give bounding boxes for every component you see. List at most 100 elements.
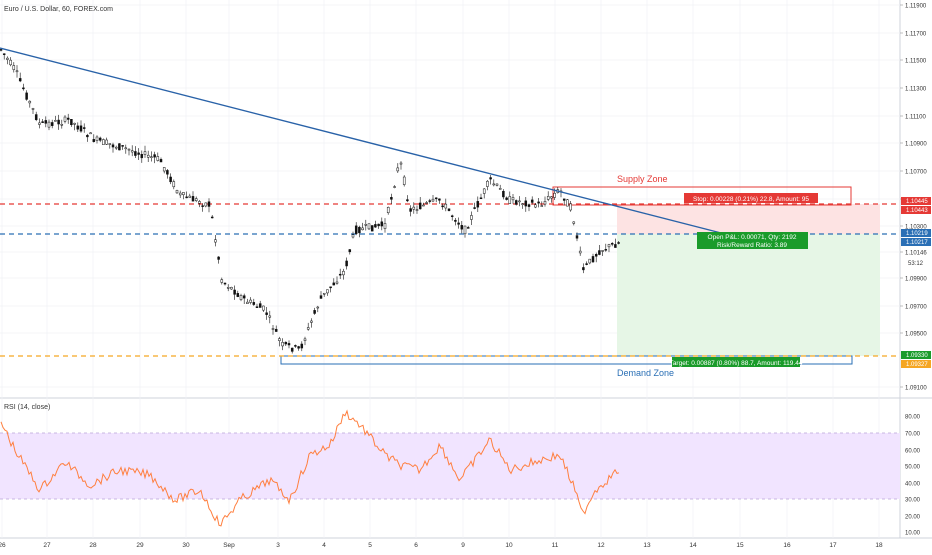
price-tick-label: 1.11300 <box>905 87 927 93</box>
countdown: 53:12 <box>908 261 924 267</box>
candle-body <box>44 120 48 124</box>
candle-body <box>383 223 387 229</box>
price-tick-label: 1.09500 <box>905 332 927 338</box>
rsi-axis[interactable]: 80.00 70.00 60.00 50.00 40.00 30.00 20.00 10.00 <box>905 415 921 537</box>
candle-body <box>22 87 25 90</box>
stop-bottom-tag <box>901 206 931 214</box>
candle-body <box>425 202 428 204</box>
rsi-line[interactable] <box>0 409 620 527</box>
candle-body <box>92 139 96 142</box>
candle-body <box>492 183 496 186</box>
candle-body <box>127 148 131 151</box>
candle-body <box>118 143 121 151</box>
candle-body <box>578 250 582 254</box>
candle-body <box>428 200 432 202</box>
supply-zone-box[interactable] <box>552 186 852 206</box>
candle-body <box>351 234 355 238</box>
candle-body <box>108 143 112 145</box>
candle-body <box>175 190 179 194</box>
candle-body <box>460 225 464 230</box>
candle-body <box>361 227 364 231</box>
time-tick-label: 29 <box>136 542 144 549</box>
candle-body <box>588 258 592 264</box>
price-axis[interactable]: 1.11900 1.11700 1.11500 1.11300 1.11100 1.109… <box>900 4 927 392</box>
time-tick-label: 30 <box>182 542 190 549</box>
price-tick-label: 1.11500 <box>905 59 927 65</box>
candle-body <box>447 208 451 211</box>
rsi-band <box>0 433 900 499</box>
target-label-box <box>672 357 800 367</box>
rsi-tick-label: 30.00 <box>905 498 921 504</box>
time-tick-label: 14 <box>689 542 697 549</box>
time-tick-label: 16 <box>783 542 791 549</box>
candle-body <box>188 195 192 198</box>
time-tick-label: 28 <box>89 542 97 549</box>
candle-body <box>444 203 448 209</box>
candle-body <box>473 207 476 209</box>
candle-body <box>441 205 444 208</box>
candle-body <box>153 154 156 158</box>
candle-body <box>585 263 588 265</box>
candle-body <box>342 270 345 276</box>
target-top-tag <box>901 351 931 359</box>
candle-body <box>294 345 297 347</box>
trendline[interactable] <box>0 47 726 235</box>
candle-body <box>303 338 307 341</box>
candle-body <box>50 122 54 126</box>
candle-body <box>306 327 310 330</box>
rsi-label: RSI (14, close) <box>4 404 50 411</box>
candle-body <box>143 151 147 155</box>
candle-body <box>482 188 486 194</box>
target-label: Target: 0.00887 (0.80%) 88.7, Amount: 11… <box>670 360 803 367</box>
candle-body <box>566 199 569 207</box>
candle-body <box>246 301 249 304</box>
candle-body <box>393 186 396 188</box>
candle-body <box>582 267 585 271</box>
stop-fill <box>617 204 880 234</box>
candle-body <box>614 244 617 248</box>
candle-body <box>262 305 265 311</box>
candle-body <box>12 65 16 70</box>
candle-body <box>233 289 236 295</box>
entry-bottom-price: 1.10217 <box>906 240 928 246</box>
candle-body <box>454 219 457 222</box>
price-tick-label: 1.10900 <box>905 142 927 148</box>
candle-body <box>226 287 230 289</box>
stop-label: Stop: 0.00228 (0.21%) 22.8, Amount: 95 <box>693 196 809 203</box>
candles <box>0 48 620 354</box>
time-tick-label: 18 <box>875 542 883 549</box>
candle-body <box>409 208 412 212</box>
stop-top-tag <box>901 197 931 205</box>
time-tick-label: 13 <box>643 542 651 549</box>
time-axis[interactable]: 26 27 28 29 30 Sep 3 4 5 6 9 10 11 12 13 14 15 16 17 18 <box>0 542 883 549</box>
candle-body <box>31 108 35 110</box>
candle-body <box>364 224 368 226</box>
candle-body <box>159 159 163 163</box>
candle-body <box>422 204 425 207</box>
candle-body <box>47 121 51 128</box>
candle-body <box>57 119 60 125</box>
candle-body <box>610 243 614 245</box>
candle-body <box>617 242 620 244</box>
candle-body <box>543 201 547 205</box>
candle-body <box>377 223 380 227</box>
candle-body <box>6 57 9 60</box>
rsi-tick-label: 80.00 <box>905 415 921 421</box>
candle-body <box>54 120 57 122</box>
candle-body <box>335 281 339 284</box>
candle-body <box>418 202 422 210</box>
demand-zone-box[interactable] <box>280 355 853 365</box>
candle-body <box>28 100 32 104</box>
time-tick-label: 5 <box>368 542 372 549</box>
candle-body <box>124 147 128 150</box>
candle-body <box>326 289 329 294</box>
candle-body <box>34 114 38 120</box>
candle-body <box>572 221 576 224</box>
target-bottom-price: 1.09327 <box>906 362 928 368</box>
candle-body <box>358 226 361 234</box>
rsi-tick-label: 60.00 <box>905 449 921 455</box>
candle-body <box>268 315 272 318</box>
open-pl-box <box>697 232 808 249</box>
rsi-tick-label: 20.00 <box>905 515 921 521</box>
